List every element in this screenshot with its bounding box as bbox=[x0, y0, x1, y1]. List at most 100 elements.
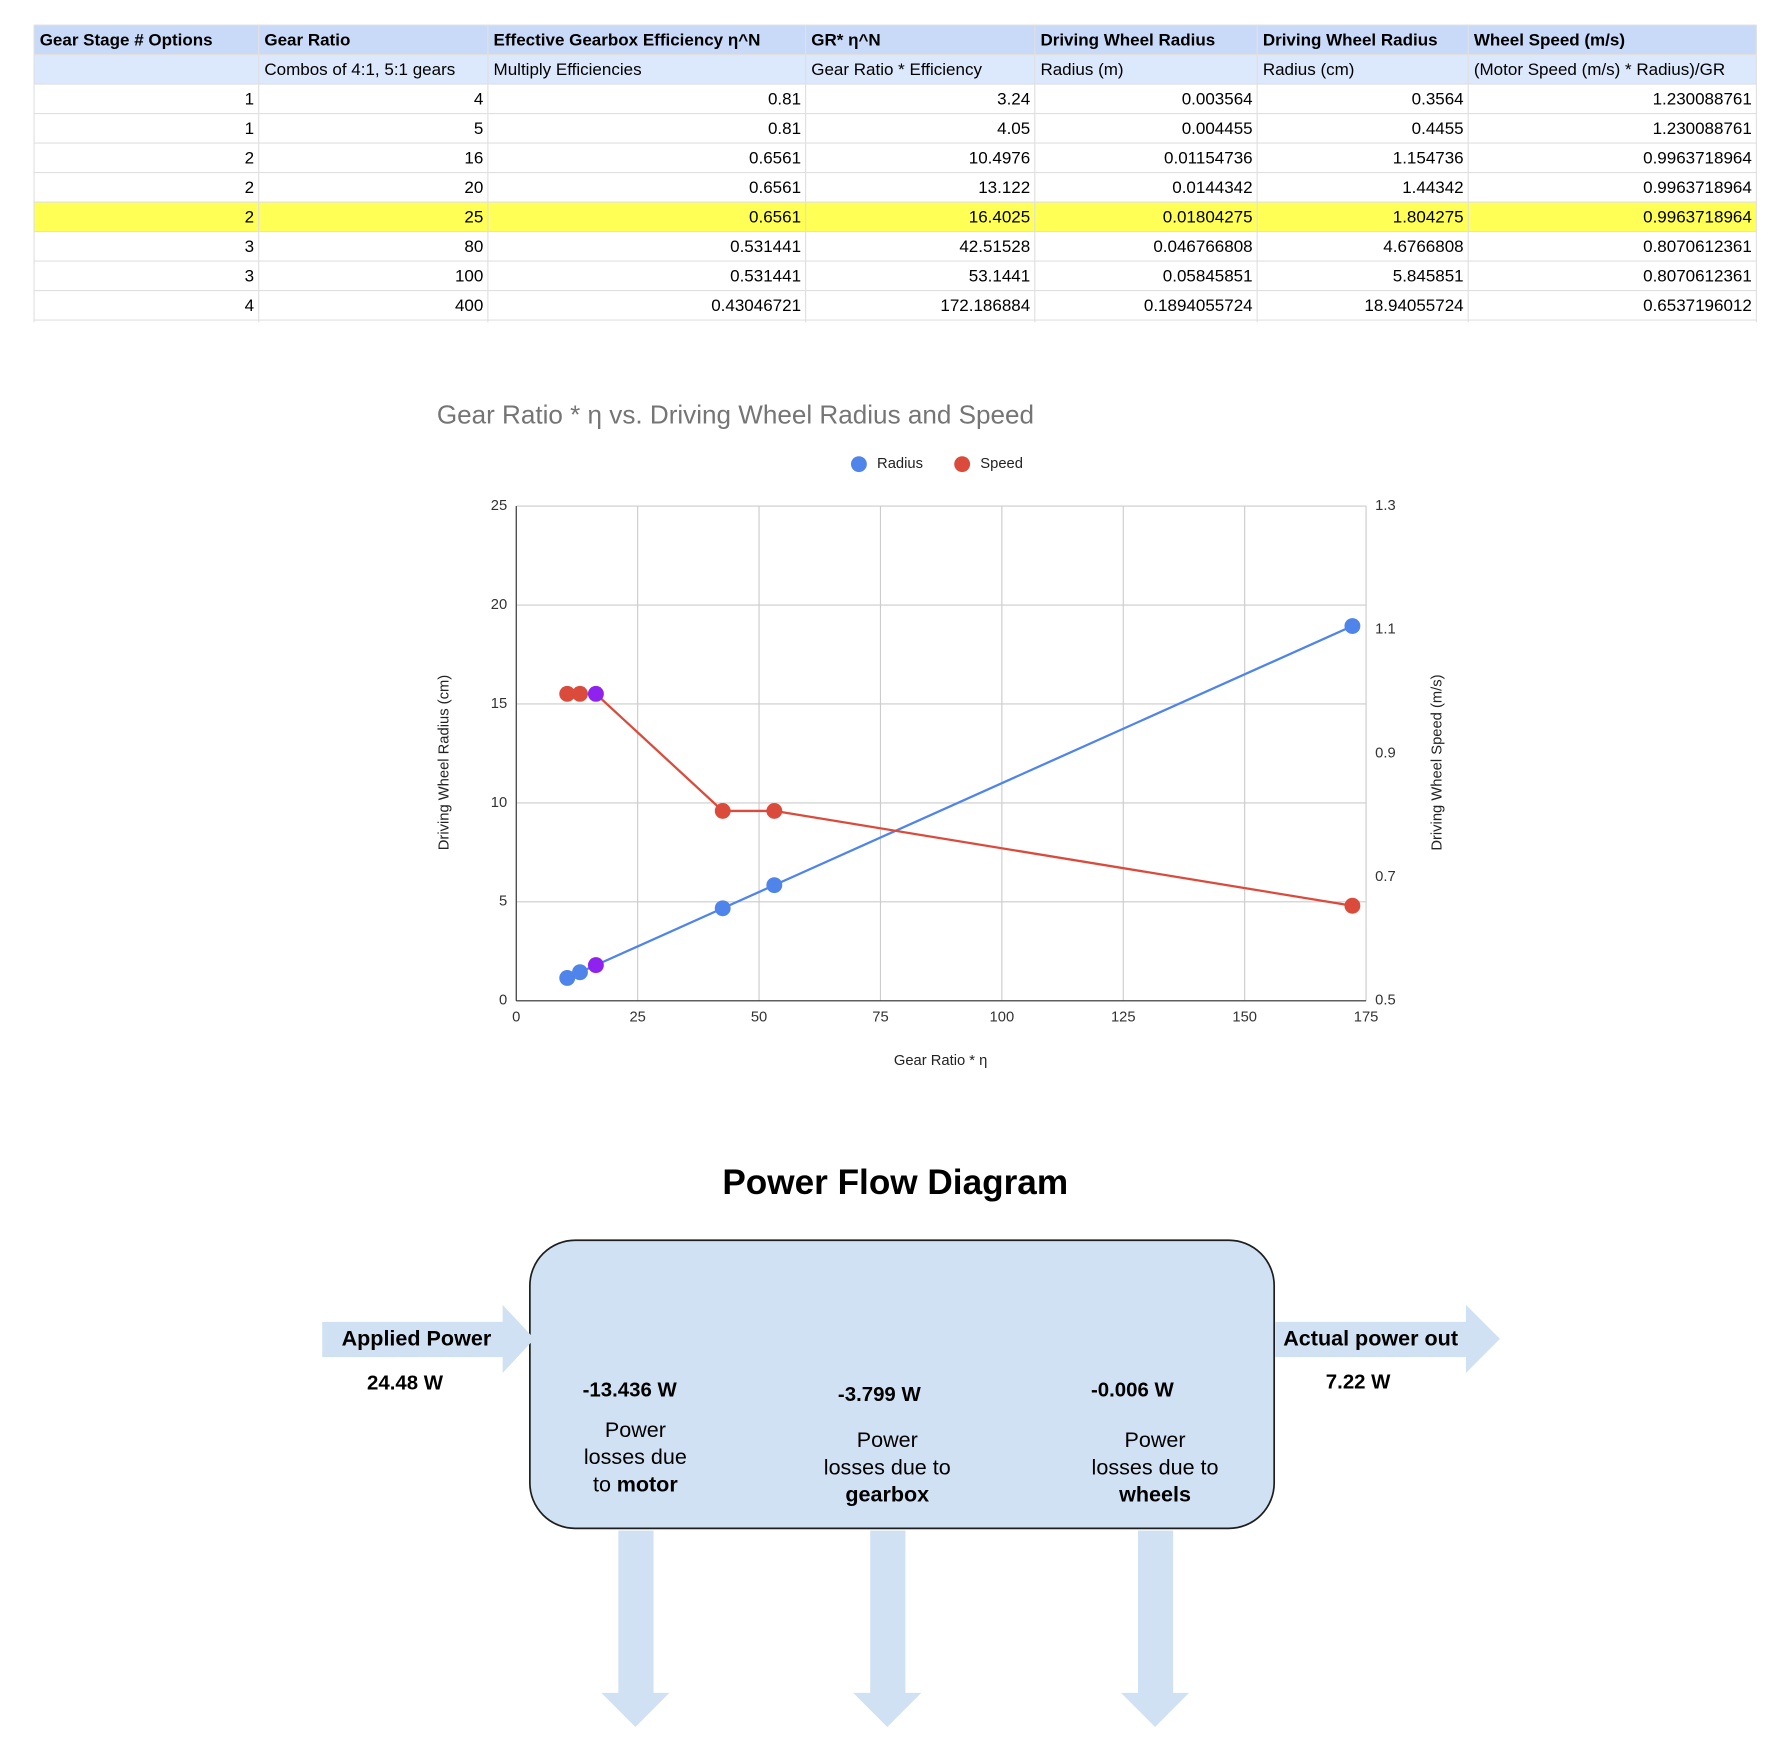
header-cell: Driving Wheel Radius bbox=[1040, 30, 1215, 49]
input-arrow bbox=[322, 1304, 535, 1373]
legend-marker bbox=[954, 456, 971, 473]
table-cell: 1 bbox=[245, 89, 254, 108]
table-cell: 0.9963718964 bbox=[1643, 207, 1752, 226]
system-box bbox=[529, 1239, 1276, 1530]
table-cell: 0.6561 bbox=[749, 207, 801, 226]
header-cell: GR* η^N bbox=[811, 30, 880, 49]
loss-description: to motor bbox=[593, 1471, 678, 1496]
table-cell: 1.154736 bbox=[1393, 148, 1464, 167]
subheader-cell: (Motor Speed (m/s) * Radius)/GR bbox=[1474, 60, 1725, 79]
y2-tick-label: 1.3 bbox=[1375, 498, 1396, 514]
legend-label: Radius bbox=[877, 456, 923, 472]
loss-description: losses due bbox=[584, 1444, 687, 1469]
loss-value: -13.436 W bbox=[583, 1380, 678, 1402]
table-cell: 3 bbox=[245, 237, 254, 256]
x-tick-label: 125 bbox=[1111, 1010, 1136, 1026]
table-cell: 0.531441 bbox=[730, 237, 801, 256]
table-cell: 0.43046721 bbox=[711, 296, 801, 315]
data-point bbox=[559, 685, 576, 702]
table-cell: 25 bbox=[464, 207, 483, 226]
data-point bbox=[766, 877, 783, 894]
subheader-cell: Gear Ratio * Efficiency bbox=[811, 60, 982, 79]
table-cell: 0.003564 bbox=[1182, 89, 1253, 108]
loss-text: Power bbox=[1124, 1427, 1185, 1452]
y-tick-label: 0 bbox=[499, 993, 507, 1009]
loss-text: to bbox=[593, 1471, 611, 1496]
data-point bbox=[1344, 618, 1361, 634]
loss-text: Power bbox=[857, 1427, 918, 1452]
x-tick-label: 100 bbox=[990, 1010, 1015, 1026]
loss-arrow bbox=[1121, 1530, 1190, 1727]
loss-arrow bbox=[601, 1530, 670, 1727]
header-cell: Gear Stage # Options bbox=[40, 30, 213, 49]
table-cell: 0.8070612361 bbox=[1643, 237, 1752, 256]
loss-description: Power bbox=[1124, 1427, 1185, 1452]
table-cell: 4.6766808 bbox=[1383, 237, 1463, 256]
header-cell: Effective Gearbox Efficiency η^N bbox=[494, 30, 761, 49]
data-point bbox=[572, 964, 588, 981]
y-tick-label: 25 bbox=[491, 498, 507, 514]
loss-description: wheels bbox=[1118, 1481, 1191, 1506]
table-cell: 18.94055724 bbox=[1364, 296, 1463, 315]
table-cell: 16.4025 bbox=[969, 207, 1030, 226]
power-flow-shapes bbox=[322, 1239, 1500, 1727]
table-cell: 5.845851 bbox=[1393, 266, 1464, 285]
table-cell: 3.24 bbox=[997, 89, 1030, 108]
legend-marker bbox=[850, 456, 867, 473]
x-tick-label: 50 bbox=[751, 1010, 767, 1026]
loss-description: Power bbox=[605, 1417, 666, 1442]
table-cell: 1.804275 bbox=[1393, 207, 1464, 226]
table-cell: 4 bbox=[245, 296, 254, 315]
table-cell: 172.186884 bbox=[940, 296, 1030, 315]
subheader-row-bg bbox=[34, 54, 1757, 85]
table-cell: 42.51528 bbox=[959, 237, 1030, 256]
table-cell: 10.4976 bbox=[969, 148, 1030, 167]
table-cell: 0.0144342 bbox=[1172, 178, 1252, 197]
table-cell: 2 bbox=[245, 207, 254, 226]
x-tick-label: 150 bbox=[1232, 1010, 1257, 1026]
output-value: 7.22 W bbox=[1326, 1372, 1391, 1394]
x-axis-label: Gear Ratio * η bbox=[894, 1053, 987, 1069]
table-cell: 20 bbox=[464, 178, 483, 197]
loss-text: wheels bbox=[1118, 1481, 1191, 1506]
series-line bbox=[567, 692, 1353, 907]
table-cell: 0.6561 bbox=[749, 178, 801, 197]
y2-tick-label: 0.5 bbox=[1375, 993, 1396, 1009]
x-tick-label: 0 bbox=[512, 1010, 520, 1026]
table-cell: 1.44342 bbox=[1402, 178, 1463, 197]
loss-text: gearbox bbox=[845, 1481, 929, 1506]
data-point bbox=[766, 802, 783, 819]
table-cell: 0.3564 bbox=[1412, 89, 1464, 108]
y2-tick-label: 0.7 bbox=[1375, 869, 1396, 885]
table-cell: 0.05845851 bbox=[1163, 266, 1253, 285]
table-cell: 0.1894055724 bbox=[1144, 296, 1253, 315]
diagram-title: Power Flow Diagram bbox=[722, 1163, 1068, 1202]
highlight-row-bg bbox=[34, 202, 1757, 232]
header-cell: Driving Wheel Radius bbox=[1263, 30, 1438, 49]
table-cell: 0.004455 bbox=[1182, 119, 1253, 138]
y2-tick-label: 0.9 bbox=[1375, 745, 1396, 761]
loss-text: losses due to bbox=[1092, 1454, 1219, 1479]
table-cell: 53.1441 bbox=[969, 266, 1030, 285]
table-cell: 0.6537196012 bbox=[1643, 296, 1752, 315]
subheader-cell: Radius (cm) bbox=[1263, 60, 1355, 79]
y-tick-label: 15 bbox=[491, 696, 507, 712]
loss-text: losses due bbox=[584, 1444, 687, 1469]
table-cell: 3 bbox=[245, 266, 254, 285]
table-cell: 13.122 bbox=[978, 178, 1030, 197]
table-cell: 2 bbox=[245, 148, 254, 167]
loss-value: -3.799 W bbox=[838, 1384, 922, 1406]
table-cell: 0.8070612361 bbox=[1643, 266, 1752, 285]
table-cell: 0.01804275 bbox=[1163, 207, 1253, 226]
table-cell: 0.4455 bbox=[1412, 119, 1464, 138]
chart-title: Gear Ratio * η vs. Driving Wheel Radius … bbox=[437, 399, 1034, 429]
table-cell: 0.81 bbox=[768, 89, 801, 108]
output-label: Actual power out bbox=[1283, 1326, 1458, 1351]
table-cell: 0.81 bbox=[768, 119, 801, 138]
data-point bbox=[714, 900, 731, 917]
chart: 0 5 10 15 20 25 0.5 0.7 0.9 1.1 1.3 0 25 50 75 100 125 15… bbox=[491, 456, 1396, 1026]
data-point bbox=[714, 802, 731, 819]
table-cell: 1.230088761 bbox=[1653, 119, 1752, 138]
header-cell: Wheel Speed (m/s) bbox=[1474, 30, 1625, 49]
